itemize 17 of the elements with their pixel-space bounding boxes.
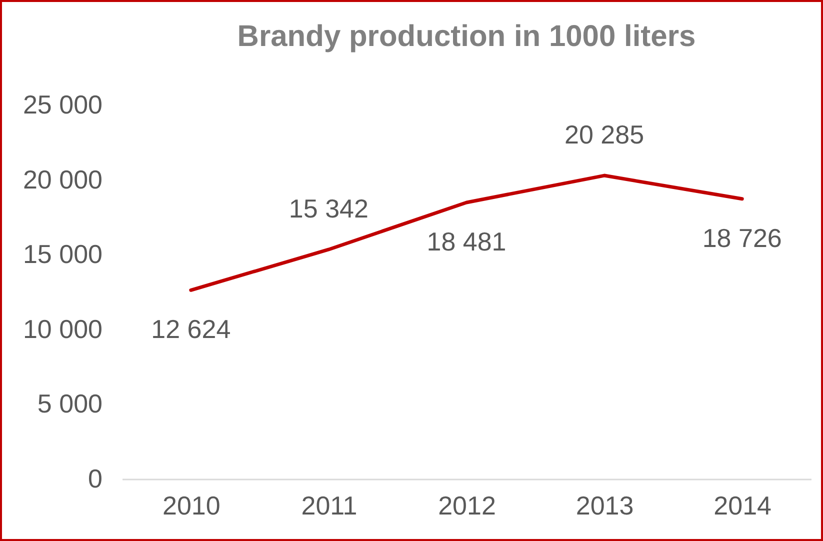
x-tick-label: 2012	[438, 490, 496, 520]
x-tick-label: 2011	[301, 490, 358, 520]
chart-title: Brandy production in 1000 liters	[237, 20, 696, 53]
y-tick-label: 0	[88, 464, 102, 494]
x-tick-label: 2014	[714, 490, 772, 520]
y-tick-label: 25 000	[22, 90, 102, 120]
y-tick-label: 15 000	[22, 239, 102, 270]
data-label: 20 285	[564, 120, 644, 150]
data-label: 18 726	[702, 222, 782, 253]
data-label: 18 481	[426, 226, 506, 257]
data-label: 12 624	[151, 314, 231, 344]
x-tick-label: 2010	[162, 490, 220, 520]
y-tick-label: 5 000	[37, 388, 102, 419]
y-tick-label: 10 000	[22, 314, 102, 344]
x-tick-label: 2013	[576, 490, 634, 520]
y-tick-label: 20 000	[22, 164, 102, 194]
data-label: 15 342	[288, 193, 368, 224]
